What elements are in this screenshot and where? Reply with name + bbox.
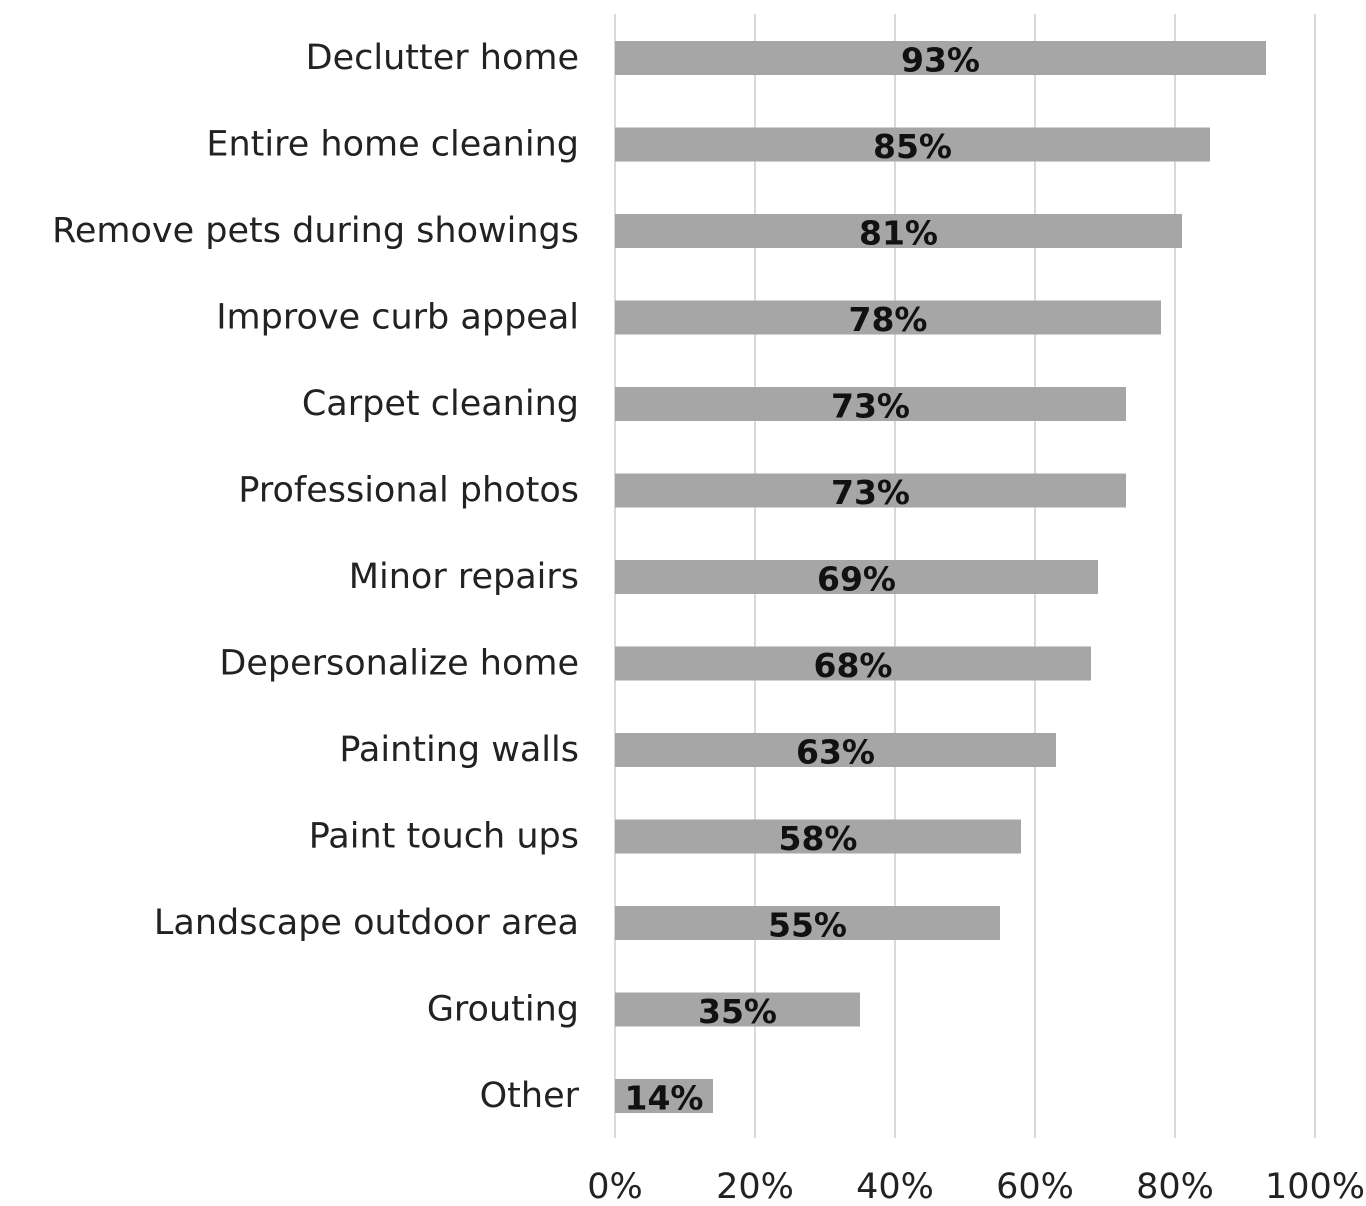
category-label: Painting walls xyxy=(339,730,579,770)
data-label: 35% xyxy=(698,992,777,1031)
category-label: Carpet cleaning xyxy=(302,384,579,424)
bar xyxy=(615,127,1210,162)
bar xyxy=(615,41,1266,75)
data-label: 69% xyxy=(817,560,896,599)
data-label: 85% xyxy=(873,127,952,166)
data-label: 78% xyxy=(849,300,928,339)
x-tick-label: 20% xyxy=(716,1167,794,1201)
data-labels: 93% 85% 81% 78% 73% 73% 69% 68% 63% 58% 55% 35% 14% xyxy=(625,41,981,1118)
bar xyxy=(615,214,1182,248)
data-label: 68% xyxy=(814,646,893,685)
category-label: Professional photos xyxy=(238,471,579,511)
category-label: Minor repairs xyxy=(349,557,579,597)
category-label: Other xyxy=(480,1076,580,1116)
bar xyxy=(615,473,1126,508)
data-label: 81% xyxy=(859,214,938,253)
bar xyxy=(615,1079,713,1113)
category-label: Declutter home xyxy=(306,38,579,78)
category-label: Entire home cleaning xyxy=(206,125,579,165)
bar xyxy=(615,387,1126,421)
x-axis-ticks: 0% 20% 40% 60% 80% 100% xyxy=(587,1167,1365,1206)
bar xyxy=(615,906,1000,940)
data-label: 93% xyxy=(901,41,980,80)
bar xyxy=(615,819,1021,854)
category-label: Landscape outdoor area xyxy=(154,903,579,943)
data-label: 14% xyxy=(625,1079,704,1118)
category-labels: Declutter home Entire home cleaning Remove… xyxy=(52,38,579,1116)
bar xyxy=(615,300,1161,335)
bar xyxy=(615,992,860,1027)
bar xyxy=(615,646,1091,681)
bar xyxy=(615,733,1056,767)
x-tick-label: 0% xyxy=(587,1167,643,1201)
data-label: 73% xyxy=(831,387,910,426)
bars xyxy=(615,41,1266,1113)
x-tick-label: 40% xyxy=(856,1167,934,1201)
x-tick-label: 80% xyxy=(1136,1167,1214,1201)
x-tick-label: 60% xyxy=(996,1167,1074,1201)
category-label: Remove pets during showings xyxy=(52,211,579,251)
bar xyxy=(615,560,1098,594)
data-label: 55% xyxy=(768,906,847,945)
data-label: 63% xyxy=(796,733,875,772)
data-label: 73% xyxy=(831,473,910,512)
x-tick-label: 100% xyxy=(1265,1167,1365,1201)
category-label: Depersonalize home xyxy=(219,644,579,684)
category-label: Paint touch ups xyxy=(309,817,579,857)
data-label: 58% xyxy=(779,819,858,858)
category-label: Grouting xyxy=(427,990,579,1030)
category-label: Improve curb appeal xyxy=(216,298,579,338)
